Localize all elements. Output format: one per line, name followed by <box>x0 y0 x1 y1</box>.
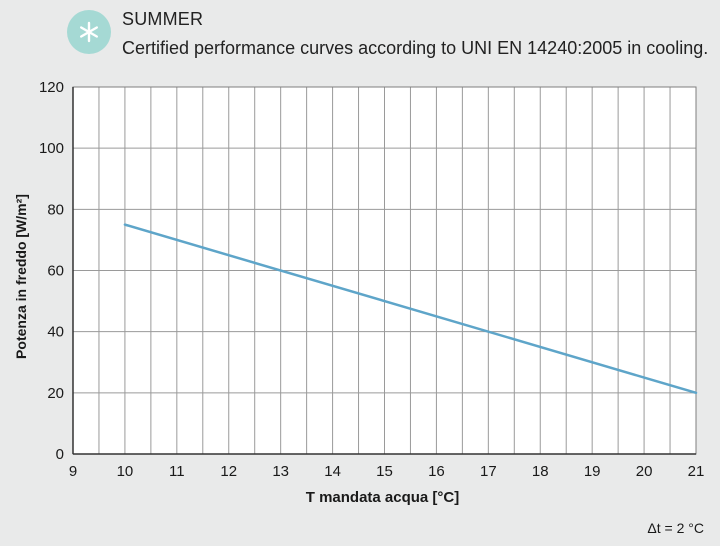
x-tick-label: 19 <box>584 463 601 480</box>
y-tick-label: 0 <box>56 446 64 463</box>
y-tick-label: 120 <box>39 79 64 96</box>
y-tick-label: 60 <box>47 263 64 280</box>
y-tick-label: 80 <box>47 201 64 218</box>
x-tick-label: 17 <box>480 463 497 480</box>
series-line <box>123 223 698 395</box>
x-tick-label: 21 <box>688 463 705 480</box>
x-axis-label: T mandata acqua [°C] <box>306 489 460 506</box>
x-tick-label: 10 <box>117 463 134 480</box>
snowflake-icon <box>79 21 98 43</box>
x-tick-label: 18 <box>532 463 549 480</box>
y-axis-label: Potenza in freddo [W/m²] <box>13 194 29 359</box>
header-icon <box>67 10 111 54</box>
header-title: SUMMER <box>122 9 204 29</box>
delta-t-annotation: Δt = 2 °C <box>647 520 704 536</box>
x-tick-label: 11 <box>169 463 185 480</box>
y-tick-label: 100 <box>39 140 64 157</box>
x-tick-label: 13 <box>272 463 289 480</box>
x-tick-label: 14 <box>324 463 341 480</box>
x-tick-label: 15 <box>376 463 393 480</box>
x-tick-label: 12 <box>220 463 237 480</box>
header-subtitle: Certified performance curves according t… <box>122 38 709 58</box>
x-tick-label: 9 <box>69 463 77 480</box>
x-tick-label: 20 <box>636 463 653 480</box>
y-tick-label: 20 <box>47 385 64 402</box>
x-tick-label: 16 <box>428 463 445 480</box>
y-tick-label: 40 <box>47 324 64 341</box>
